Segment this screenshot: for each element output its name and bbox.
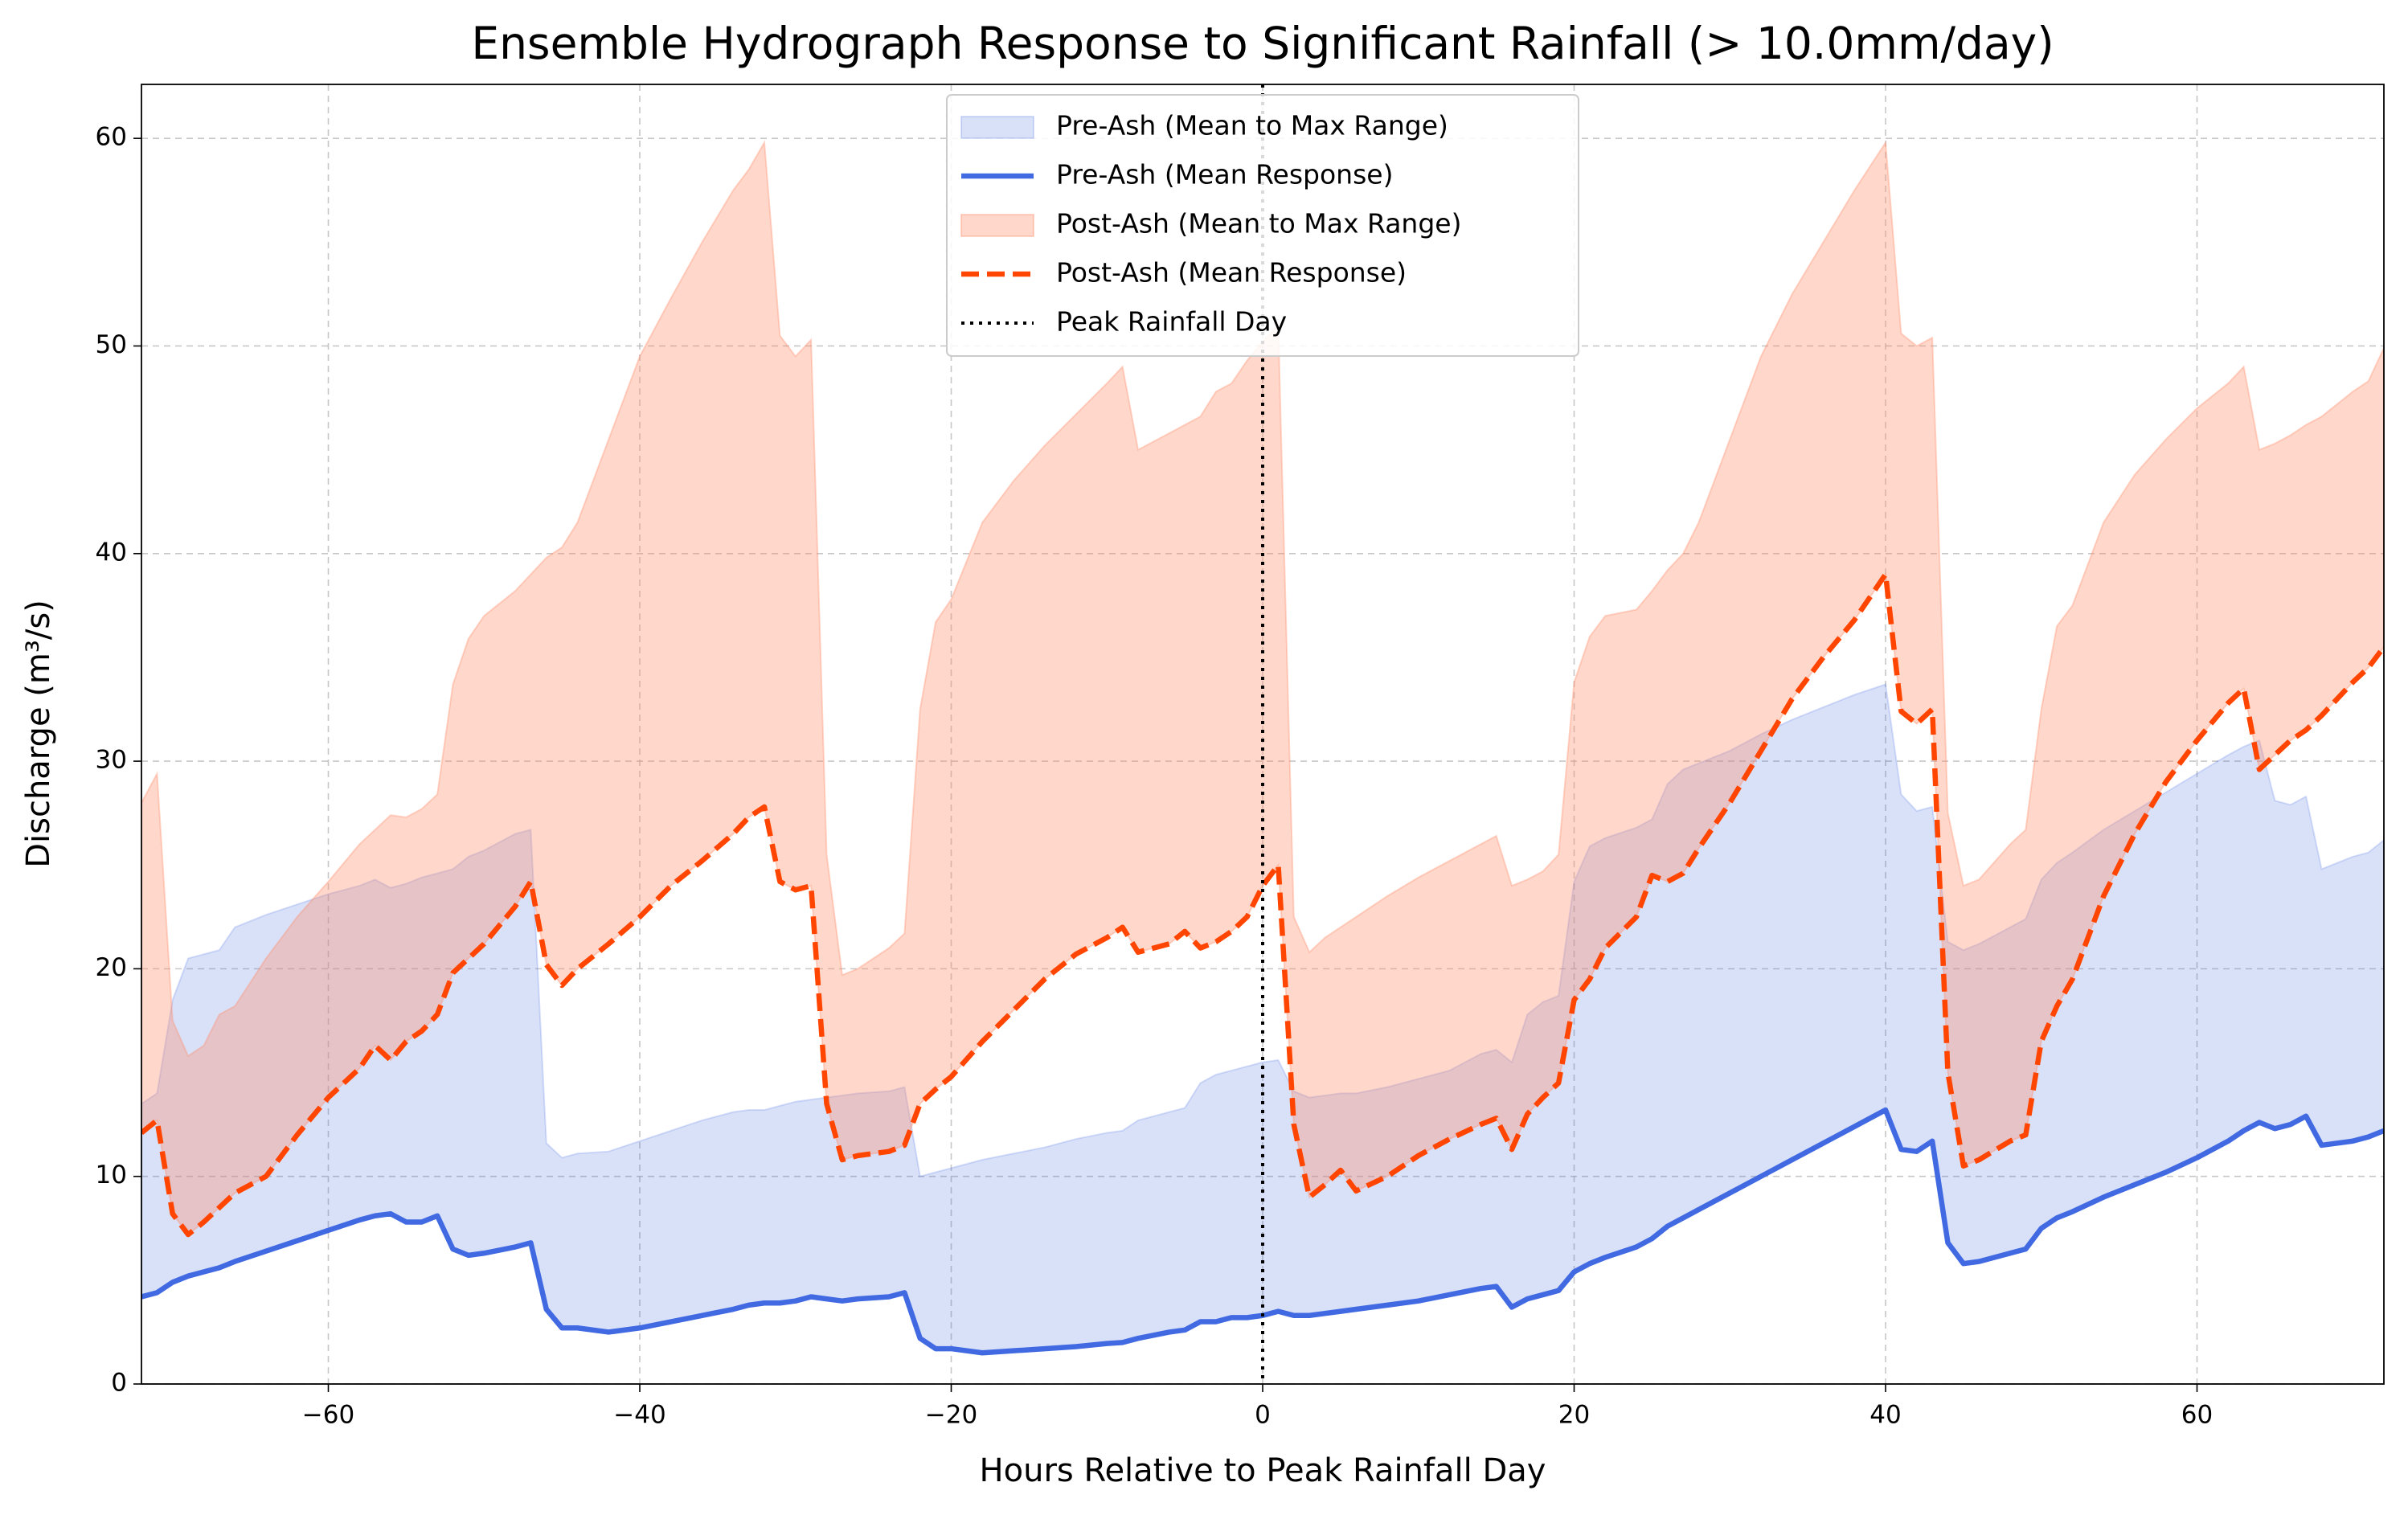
x-axis-label: Hours Relative to Peak Rainfall Day bbox=[980, 1452, 1546, 1489]
y-tick-label: 0 bbox=[111, 1369, 127, 1398]
mean-line bbox=[141, 1107, 2384, 1356]
legend-label: Pre-Ash (Mean to Max Range) bbox=[1056, 110, 1448, 141]
y-tick-label: 50 bbox=[96, 330, 127, 359]
legend-label: Pre-Ash (Mean Response) bbox=[1056, 159, 1393, 190]
legend-swatch bbox=[960, 214, 1034, 237]
legend-box bbox=[946, 94, 1579, 357]
x-tick-label: 0 bbox=[1255, 1401, 1271, 1430]
x-tick-label: 40 bbox=[1869, 1401, 1901, 1430]
x-tick-label: 60 bbox=[2181, 1401, 2213, 1430]
legend-label: Post-Ash (Mean to Max Range) bbox=[1056, 208, 1461, 240]
x-tick-label: −20 bbox=[925, 1401, 977, 1430]
x-tick-label: 20 bbox=[1558, 1401, 1590, 1430]
x-tick-label: −60 bbox=[302, 1401, 354, 1430]
y-tick-label: 20 bbox=[96, 953, 127, 982]
mean-line bbox=[141, 571, 2384, 1238]
chart-title: Ensemble Hydrograph Response to Signific… bbox=[471, 18, 2054, 69]
legend: Pre-Ash (Mean to Max Range) Pre-Ash (Mean… bbox=[946, 94, 1579, 357]
legend-label: Peak Rainfall Day bbox=[1056, 306, 1287, 338]
x-tick-label: −40 bbox=[613, 1401, 665, 1430]
y-tick-label: 60 bbox=[96, 123, 127, 152]
plot-area bbox=[141, 84, 2384, 1384]
plot-frame bbox=[141, 84, 2385, 1385]
y-tick-label: 40 bbox=[96, 538, 127, 567]
legend-swatch bbox=[960, 116, 1034, 139]
legend-label: Post-Ash (Mean Response) bbox=[1056, 257, 1407, 289]
y-axis-label: Discharge (m³/s) bbox=[20, 600, 57, 868]
y-tick-label: 30 bbox=[96, 746, 127, 775]
y-tick-label: 10 bbox=[96, 1161, 127, 1189]
